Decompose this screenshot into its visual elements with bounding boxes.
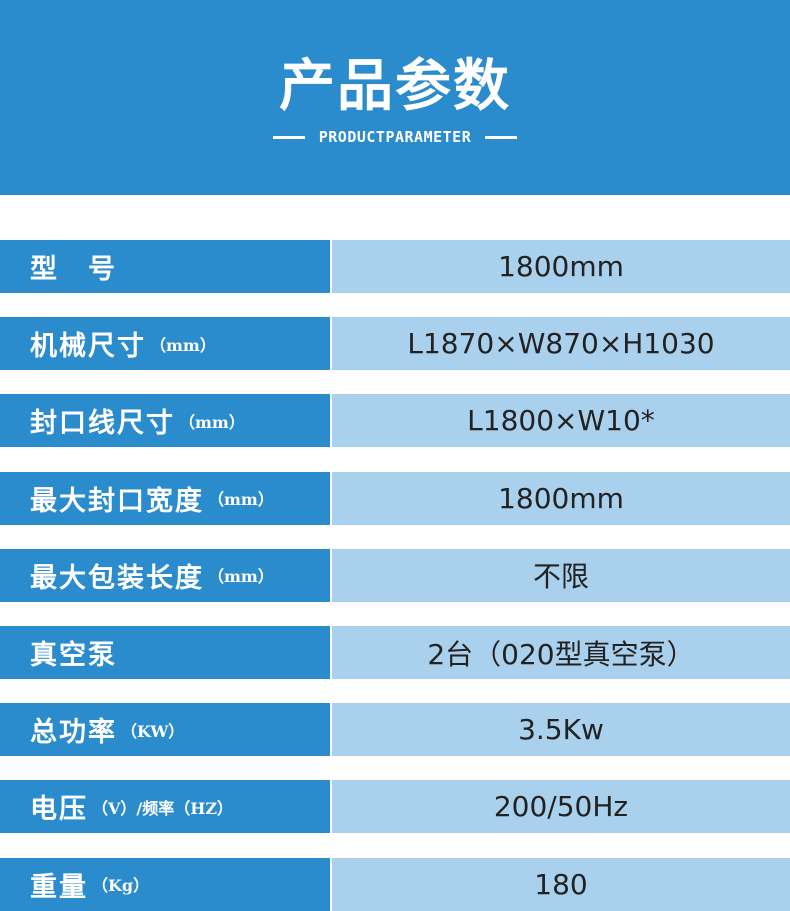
param-value: L1870×W870×H1030 bbox=[332, 317, 790, 371]
param-row: 机械尺寸 （mm） L1870×W870×H1030 bbox=[0, 317, 790, 371]
param-row: 型 号 1800mm bbox=[0, 240, 790, 293]
param-value: 不限 bbox=[332, 548, 790, 602]
param-value: L1800×W10* bbox=[332, 394, 790, 448]
subtitle: PRODUCTPARAMETER bbox=[318, 128, 472, 146]
param-label: 真空泵 bbox=[30, 640, 117, 671]
param-row: 重量 （Kg） 180 bbox=[0, 857, 790, 911]
page-title: 产品参数 bbox=[279, 54, 511, 119]
param-label-cell: 最大包装长度 （mm） bbox=[0, 548, 330, 602]
param-unit: （mm） bbox=[150, 335, 216, 355]
param-row: 最大封口宽度 （mm） 1800mm bbox=[0, 471, 790, 525]
param-label: 封口线尺寸 bbox=[30, 408, 175, 440]
param-label-cell: 总功率 （KW） bbox=[0, 703, 330, 757]
param-label: 型 号 bbox=[30, 254, 117, 285]
param-label-cell: 封口线尺寸 （mm） bbox=[0, 394, 330, 448]
param-unit: （mm） bbox=[179, 412, 245, 432]
param-row: 真空泵 2台（020型真空泵） bbox=[0, 626, 790, 679]
param-row: 电压 （V）/频率（HZ） 200/50Hz bbox=[0, 780, 790, 834]
param-row: 封口线尺寸 （mm） L1800×W10* bbox=[0, 394, 790, 448]
param-label: 重量 bbox=[30, 871, 88, 903]
divider-left bbox=[272, 135, 305, 139]
param-label-cell: 型 号 bbox=[0, 240, 330, 293]
param-row: 总功率 （KW） 3.5Kw bbox=[0, 703, 790, 757]
param-label-cell: 重量 （Kg） bbox=[0, 857, 330, 911]
param-value: 180 bbox=[332, 857, 790, 911]
param-unit: （mm） bbox=[208, 567, 274, 587]
param-value: 1800mm bbox=[332, 240, 790, 293]
param-label: 电压 bbox=[30, 794, 88, 826]
param-unit: （KW） bbox=[121, 721, 185, 741]
divider-right bbox=[485, 135, 518, 139]
param-unit: （Kg） bbox=[92, 876, 150, 896]
param-value: 2台（020型真空泵） bbox=[332, 626, 790, 679]
param-label-cell: 电压 （V）/频率（HZ） bbox=[0, 780, 330, 834]
param-label: 机械尺寸 bbox=[30, 331, 146, 363]
param-value: 200/50Hz bbox=[332, 780, 790, 834]
param-label-cell: 机械尺寸 （mm） bbox=[0, 317, 330, 371]
param-label-cell: 真空泵 bbox=[0, 626, 330, 679]
param-label: 最大封口宽度 bbox=[30, 485, 204, 517]
param-unit: （V）/频率（HZ） bbox=[92, 798, 234, 818]
param-unit: （mm） bbox=[208, 490, 274, 510]
param-label-cell: 最大封口宽度 （mm） bbox=[0, 471, 330, 525]
header-banner: 产品参数 PRODUCTPARAMETER bbox=[0, 0, 790, 195]
param-value: 1800mm bbox=[332, 471, 790, 525]
subtitle-block: PRODUCTPARAMETER bbox=[0, 128, 790, 146]
param-label: 最大包装长度 bbox=[30, 562, 204, 594]
param-label: 总功率 bbox=[30, 717, 117, 749]
param-value: 3.5Kw bbox=[332, 703, 790, 757]
param-row: 最大包装长度 （mm） 不限 bbox=[0, 548, 790, 602]
